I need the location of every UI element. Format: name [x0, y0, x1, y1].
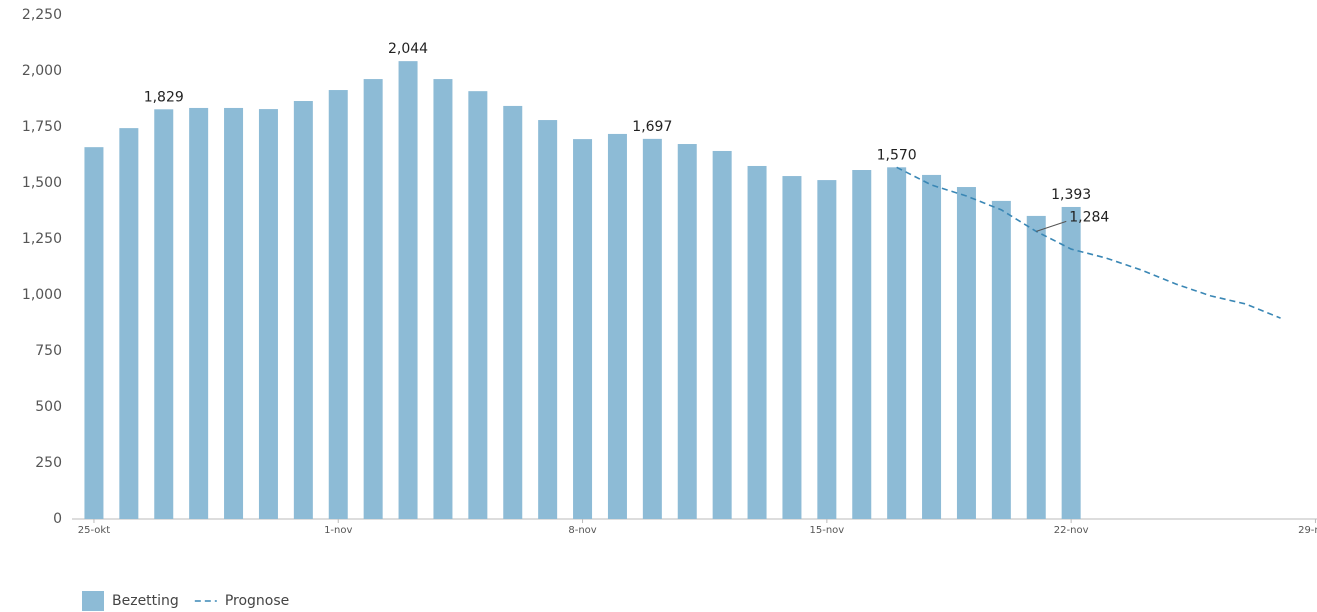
data-label: 1,829	[144, 89, 184, 105]
y-tick-label: 500	[35, 399, 62, 415]
bar	[573, 139, 593, 519]
bar	[747, 165, 767, 519]
x-tick-label: 15-nov	[809, 525, 844, 536]
y-tick-label: 250	[35, 455, 62, 471]
x-tick-label: 25-okt	[78, 525, 110, 536]
data-label: 1,570	[877, 147, 917, 163]
y-tick-label: 1,000	[22, 287, 62, 303]
x-tick-label: 8-nov	[568, 525, 596, 536]
x-tick-label: 22-nov	[1054, 525, 1089, 536]
data-label: 1,697	[632, 119, 672, 135]
bar	[538, 120, 558, 519]
bar	[189, 107, 209, 520]
y-tick-label: 1,500	[22, 175, 62, 191]
bar	[398, 61, 418, 519]
bar	[84, 147, 104, 519]
y-tick-label: 750	[35, 343, 62, 359]
data-label: 1,393	[1051, 187, 1091, 203]
data-label: 2,044	[388, 41, 428, 57]
legend-swatch	[82, 591, 104, 611]
bar	[677, 144, 697, 520]
x-tick-label: 1-nov	[324, 525, 352, 536]
bar	[887, 167, 907, 519]
y-tick-label: 2,250	[22, 7, 62, 23]
bar	[782, 176, 802, 519]
bar	[642, 138, 662, 519]
data-label: 1,284	[1069, 209, 1109, 225]
leader-line	[1036, 220, 1067, 232]
y-tick-label: 1,250	[22, 231, 62, 247]
bar	[328, 90, 348, 519]
bar	[922, 174, 942, 519]
bar	[1061, 206, 1081, 519]
bar	[433, 79, 453, 520]
line	[896, 166, 1281, 319]
bar	[293, 101, 313, 520]
x-tick-label: 29-nov	[1298, 525, 1317, 536]
bar	[991, 200, 1011, 520]
bar	[363, 79, 383, 520]
legend-label: Bezetting	[112, 593, 179, 609]
bar	[503, 105, 523, 519]
y-tick-label: 0	[53, 511, 62, 527]
y-tick-label: 1,750	[22, 119, 62, 135]
bar	[258, 109, 278, 519]
bar	[1026, 215, 1046, 520]
legend-label: Prognose	[225, 593, 289, 609]
bar	[817, 180, 837, 519]
bar	[224, 107, 244, 520]
bar	[956, 187, 976, 520]
bar	[607, 133, 627, 519]
y-tick-label: 2,000	[22, 63, 62, 79]
bar	[852, 170, 872, 519]
bar	[154, 109, 174, 519]
bar	[712, 150, 732, 519]
bar	[119, 128, 139, 519]
bar	[468, 91, 488, 519]
